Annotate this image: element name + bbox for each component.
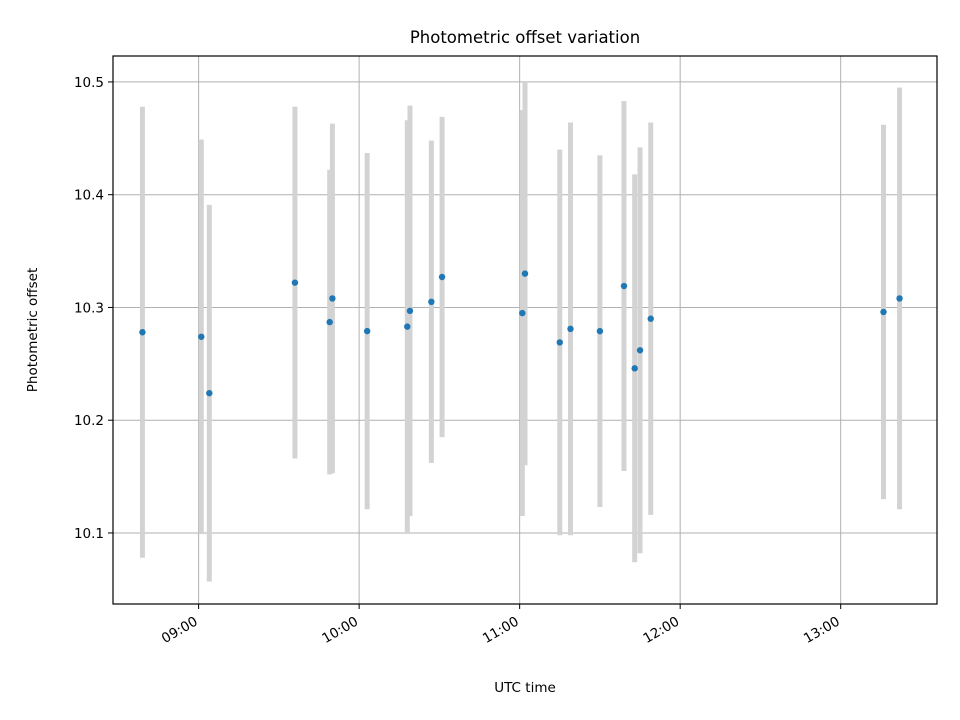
y-tick-label: 10.1 (74, 526, 104, 542)
x-axis-label: UTC time (494, 680, 556, 696)
data-point (438, 273, 446, 281)
data-point (896, 295, 903, 302)
data-points (139, 270, 903, 397)
data-point (596, 327, 604, 335)
y-tick-label: 10.3 (74, 300, 104, 316)
data-point (428, 298, 435, 306)
data-point (556, 339, 563, 346)
error-bars (139, 81, 903, 582)
data-point (631, 365, 638, 372)
data-point (206, 389, 213, 397)
data-point (620, 282, 628, 290)
x-tick-label: 12:00 (640, 614, 682, 647)
y-tick-label: 10.2 (74, 413, 104, 429)
y-tick-label: 10.5 (74, 75, 104, 91)
data-point (198, 333, 205, 340)
x-tick-label: 13:00 (801, 614, 843, 647)
plot-frame (112, 55, 938, 605)
data-point (326, 318, 333, 326)
data-point (139, 329, 146, 336)
data-point (291, 279, 299, 286)
data-point (647, 315, 654, 322)
data-point (404, 323, 411, 330)
data-point (636, 347, 644, 354)
data-point (880, 308, 887, 316)
axis-ticks: 09:00 10:00 11:00 12:00 13:00 10.1 10.2 10.3 10.… (74, 75, 843, 647)
data-point (521, 270, 529, 277)
x-tick-label: 09:00 (159, 614, 201, 647)
y-tick-label: 10.4 (74, 188, 104, 204)
data-point (519, 309, 526, 317)
x-tick-label: 11:00 (480, 614, 522, 647)
data-point (363, 327, 371, 335)
y-axis-label: Photometric offset (25, 268, 41, 392)
data-point (406, 307, 414, 315)
x-tick-label: 10:00 (319, 614, 361, 647)
chart-title: Photometric offset variation (410, 28, 640, 47)
data-point (329, 295, 336, 302)
data-point (567, 325, 574, 333)
